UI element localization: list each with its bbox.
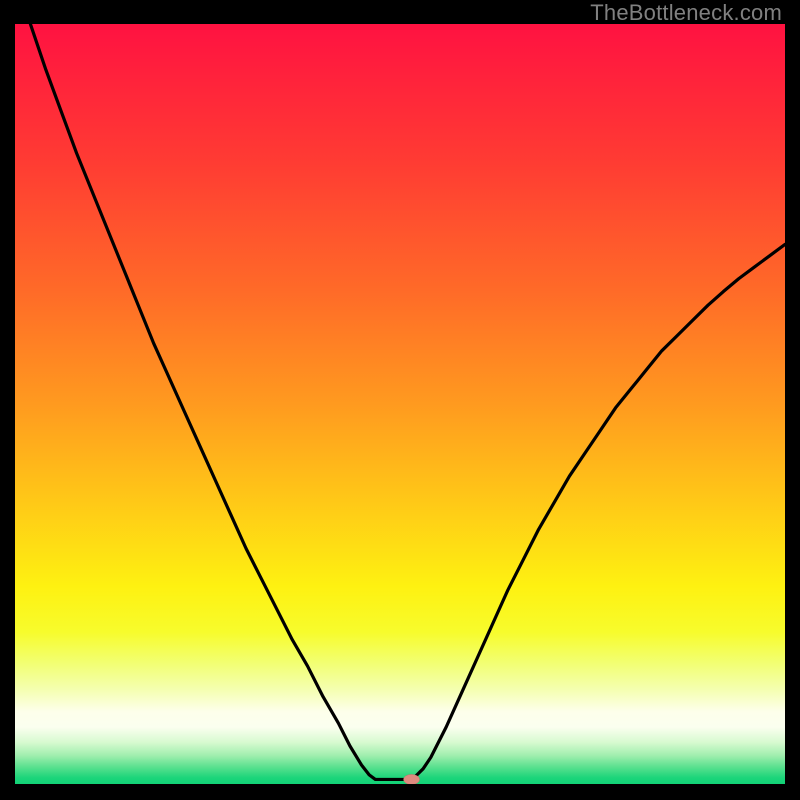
chart-svg (0, 0, 800, 800)
optimum-marker (404, 774, 420, 784)
plot-background (15, 24, 785, 784)
chart-frame: TheBottleneck.com (0, 0, 800, 800)
watermark-text: TheBottleneck.com (590, 0, 782, 26)
